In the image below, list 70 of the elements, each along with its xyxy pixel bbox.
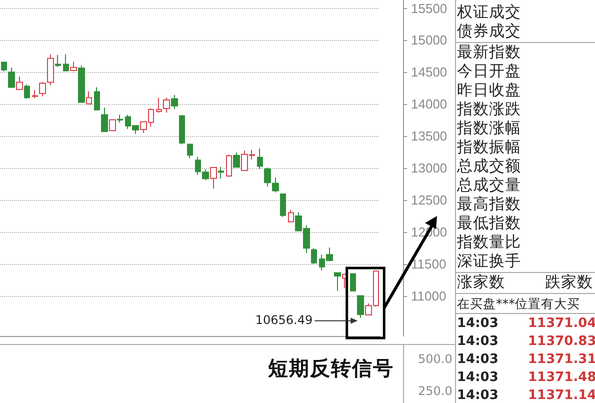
- text: 昨日收盘: [457, 81, 521, 100]
- y-tick-label: 15500: [411, 0, 448, 16]
- y-tick-label: 15000: [411, 32, 448, 48]
- y-tick-label: 13000: [411, 160, 448, 176]
- text: 涨家数: [457, 273, 505, 292]
- candlestick: [171, 94, 178, 110]
- text: 14:03: [457, 352, 498, 367]
- text: 14:03: [457, 316, 498, 331]
- candlestick: [334, 272, 341, 292]
- candlestick: [187, 144, 193, 159]
- candlestick: [32, 90, 38, 99]
- candlestick: [179, 115, 185, 145]
- text: 债券成交: [457, 22, 521, 41]
- text: 14:03: [457, 388, 498, 403]
- candlestick: [264, 166, 271, 188]
- text: 跌家数: [545, 273, 593, 292]
- text: 250.0: [418, 384, 452, 398]
- text: 指数涨跌: [457, 100, 521, 119]
- text: 指数振幅: [457, 138, 521, 157]
- text: 指数量比: [457, 233, 521, 252]
- text: 11370.83: [528, 334, 595, 349]
- candlestick: [163, 97, 170, 114]
- candlestick: [311, 248, 317, 264]
- candlestick: [226, 154, 232, 178]
- candlestick: [233, 152, 240, 168]
- text: 权证成交: [457, 3, 521, 22]
- candlestick: [357, 295, 364, 318]
- candlestick: [78, 65, 85, 104]
- candlestick: [272, 177, 279, 193]
- annotation: 10656.49: [255, 312, 313, 327]
- y-tick-label: 12500: [411, 192, 448, 208]
- candlestick: [156, 97, 162, 114]
- candlestick: [86, 90, 92, 104]
- candlestick: [1, 61, 7, 72]
- text: 14:03: [457, 370, 498, 385]
- candlestick: [350, 273, 356, 292]
- text: 最新指数: [457, 43, 521, 62]
- text: 指数涨幅: [457, 119, 521, 138]
- candlestick: [117, 114, 123, 124]
- text: 深证换手: [457, 252, 521, 271]
- text: 今日开盘: [457, 62, 521, 81]
- candlestick: [257, 148, 263, 170]
- text: 11371.48: [528, 370, 595, 385]
- candlestick: [101, 107, 108, 132]
- candlestick: [288, 209, 294, 222]
- text: 在买盘***位置有大买: [457, 295, 580, 313]
- candlestick: [94, 86, 100, 110]
- y-tick-label: 11500: [411, 256, 446, 272]
- y-tick-label: 13500: [411, 128, 448, 144]
- candlestick: [70, 61, 77, 71]
- text: 14:03: [457, 334, 498, 349]
- text: 短期反转信号: [268, 355, 394, 382]
- candlestick: [16, 76, 23, 90]
- candlestick: [109, 119, 116, 132]
- candlestick: [280, 194, 286, 218]
- candlestick: [8, 67, 15, 88]
- candlestick: [55, 54, 61, 68]
- y-tick-label: 14500: [411, 64, 448, 80]
- y-tick-label: 14000: [411, 96, 448, 112]
- candlestick: [218, 166, 224, 180]
- text: 总成交量: [457, 176, 521, 195]
- text: 11371.31: [528, 352, 595, 367]
- candlestick: [63, 54, 69, 72]
- text: 总成交额: [457, 157, 521, 176]
- text: 500.0: [418, 352, 452, 366]
- text: 最高指数: [457, 195, 521, 214]
- text: 最低指数: [457, 214, 521, 233]
- candlestick: [210, 166, 217, 190]
- y-tick-label: 11000: [411, 288, 446, 304]
- candlestick: [24, 84, 30, 100]
